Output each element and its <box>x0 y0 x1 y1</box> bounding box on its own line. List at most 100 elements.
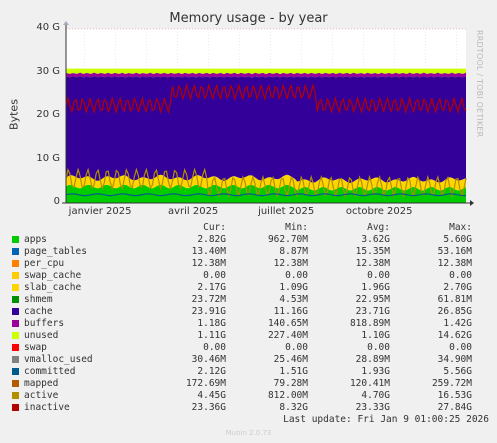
legend-row-mapped: mapped 172.69M 79.28M 120.41M 259.72M <box>12 378 492 390</box>
legend-series-name: swap_cache <box>24 270 82 281</box>
legend-cur: 13.40M <box>191 246 226 257</box>
legend-max: 14.62G <box>437 330 472 341</box>
legend-swatch <box>12 404 19 411</box>
legend-max: 0.00 <box>449 342 472 353</box>
legend-row-swap: swap 0.00 0.00 0.00 0.00 <box>12 342 492 354</box>
x-tick-label: juillet 2025 <box>258 206 315 217</box>
legend-avg: 23.71G <box>355 306 390 317</box>
legend-max: 16.53G <box>437 390 472 401</box>
legend-cur: 2.12G <box>197 366 226 377</box>
y-axis-label: Bytes <box>7 99 21 130</box>
legend-min: 140.65M <box>267 318 308 329</box>
legend-cur: 172.69M <box>185 378 226 389</box>
legend-cur: 1.18G <box>197 318 226 329</box>
legend-max: 26.85G <box>437 306 472 317</box>
legend-avg: 0.00 <box>367 270 390 281</box>
legend-row-committed: committed 2.12G 1.51G 1.93G 5.56G <box>12 366 492 378</box>
last-update: Last update: Fri Jan 9 01:00:25 2026 <box>283 414 489 425</box>
legend-series-name: per_cpu <box>24 258 65 269</box>
area-buffers <box>66 72 466 78</box>
legend-avg: 12.38M <box>355 258 390 269</box>
legend-col-max: Max: <box>449 222 472 233</box>
legend-swatch <box>12 272 19 279</box>
legend-row-unused: unused 1.11G 227.40M 1.10G 14.62G <box>12 330 492 342</box>
line-active <box>65 167 467 199</box>
x-tick-label: janvier 2025 <box>68 206 132 217</box>
legend-min: 962.70M <box>267 234 308 245</box>
legend-avg: 4.70G <box>361 390 390 401</box>
legend-series-name: buffers <box>24 318 65 329</box>
legend-cur: 0.00 <box>203 342 226 353</box>
legend: Cur: Min: Avg: Max: apps 2.82G 962.70M 3.62… <box>12 222 492 414</box>
legend-min: 4.53M <box>279 294 308 305</box>
y-axis-arrow <box>63 21 69 25</box>
x-tick-label: octobre 2025 <box>345 206 413 217</box>
legend-row-inactive: inactive 23.36G 8.32G 23.33G 27.84G <box>12 402 492 414</box>
legend-row-page-tables: page_tables 13.40M 8.87M 15.35M 53.16M <box>12 246 492 258</box>
legend-avg: 120.41M <box>349 378 390 389</box>
legend-row-active: active 4.45G 812.00M 4.70G 16.53G <box>12 390 492 402</box>
legend-cur: 2.17G <box>197 282 226 293</box>
legend-cur: 4.45G <box>197 390 226 401</box>
legend-swatch <box>12 392 19 399</box>
legend-swatch <box>12 296 19 303</box>
legend-swatch <box>12 356 19 363</box>
legend-avg: 3.62G <box>361 234 390 245</box>
legend-avg: 1.93G <box>361 366 390 377</box>
legend-max: 27.84G <box>437 402 472 413</box>
legend-max: 34.90M <box>437 354 472 365</box>
legend-series-name: vmalloc_used <box>24 354 93 365</box>
legend-row-shmem: shmem 23.72M 4.53M 22.95M 61.81M <box>12 294 492 306</box>
legend-swatch <box>12 320 19 327</box>
legend-avg: 23.33G <box>355 402 390 413</box>
legend-row-per-cpu: per_cpu 12.38M 12.38M 12.38M 12.38M <box>12 258 492 270</box>
legend-swatch <box>12 332 19 339</box>
legend-row-swap-cache: swap_cache 0.00 0.00 0.00 0.00 <box>12 270 492 282</box>
x-tick-label: avril 2025 <box>167 206 219 217</box>
legend-swatch <box>12 344 19 351</box>
legend-cur: 2.82G <box>197 234 226 245</box>
legend-rows: apps 2.82G 962.70M 3.62G 5.60G page_tables 13.… <box>12 234 492 414</box>
legend-series-name: slab_cache <box>24 282 82 293</box>
legend-min: 1.51G <box>279 366 308 377</box>
legend-avg: 15.35M <box>355 246 390 257</box>
legend-max: 1.42G <box>443 318 472 329</box>
legend-cur: 30.46M <box>191 354 226 365</box>
legend-avg: 1.10G <box>361 330 390 341</box>
legend-swatch <box>12 308 19 315</box>
legend-swatch <box>12 284 19 291</box>
legend-avg: 22.95M <box>355 294 390 305</box>
legend-max: 259.72M <box>431 378 472 389</box>
legend-cur: 0.00 <box>203 270 226 281</box>
legend-series-name: active <box>24 390 59 401</box>
legend-min: 812.00M <box>267 390 308 401</box>
legend-swatch <box>12 368 19 375</box>
legend-min: 0.00 <box>285 270 308 281</box>
chart-title: Memory usage - by year <box>169 11 328 26</box>
legend-series-name: unused <box>24 330 59 341</box>
legend-max: 61.81M <box>437 294 472 305</box>
legend-min: 11.16G <box>273 306 308 317</box>
y-tick-label: 40 G <box>36 22 60 33</box>
legend-max: 12.38M <box>437 258 472 269</box>
legend-col-avg: Avg: <box>367 222 390 233</box>
legend-cur: 23.72M <box>191 294 226 305</box>
legend-row-vmalloc-used: vmalloc_used 30.46M 25.46M 28.89M 34.90M <box>12 354 492 366</box>
legend-series-name: shmem <box>24 294 53 305</box>
y-tick-label: 30 G <box>36 65 60 77</box>
legend-avg: 818.89M <box>349 318 390 329</box>
line-inactive <box>65 82 467 115</box>
legend-cur: 12.38M <box>191 258 226 269</box>
legend-cur: 23.91G <box>191 306 226 317</box>
legend-min: 79.28M <box>273 378 308 389</box>
legend-min: 25.46M <box>273 354 308 365</box>
legend-min: 227.40M <box>267 330 308 341</box>
legend-swatch <box>12 260 19 267</box>
legend-series-name: cache <box>24 306 53 317</box>
legend-avg: 28.89M <box>355 354 390 365</box>
legend-series-name: apps <box>24 234 47 245</box>
stacked-areas <box>66 68 466 203</box>
legend-swatch <box>12 248 19 255</box>
y-tick-label: 0 <box>53 196 60 207</box>
legend-max: 5.60G <box>443 234 472 245</box>
